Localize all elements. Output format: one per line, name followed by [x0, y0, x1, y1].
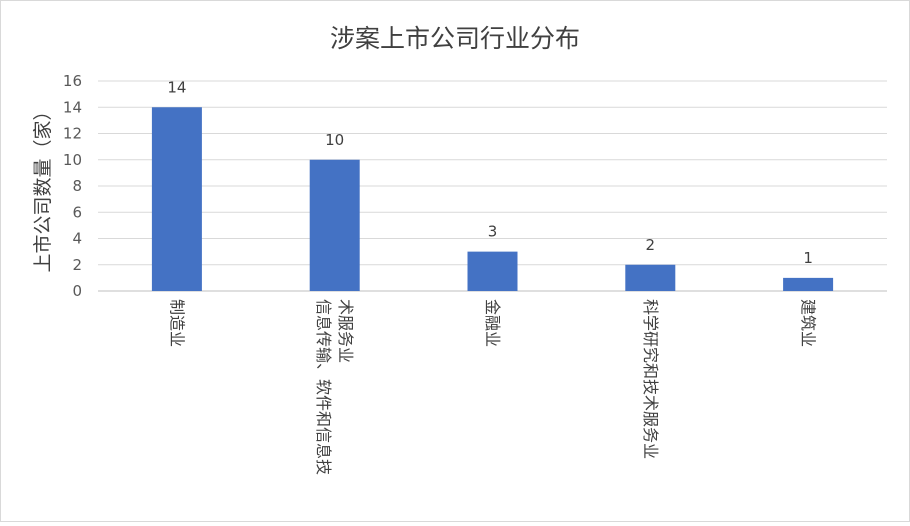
x-tick-label: 金融业 — [483, 299, 502, 347]
x-tick-label: 科学研究和技术服务业 — [641, 299, 660, 459]
y-axis-label: 上市公司数量（家） — [32, 101, 54, 272]
data-label: 2 — [646, 236, 656, 254]
y-tick-label: 4 — [72, 230, 82, 248]
y-tick-label: 8 — [72, 177, 82, 195]
y-tick-label: 0 — [72, 282, 82, 300]
data-label: 10 — [325, 131, 344, 149]
y-tick-label: 2 — [72, 256, 82, 274]
x-tick-label: 术服务业 — [336, 299, 355, 363]
chart-title: 涉案上市公司行业分布 — [330, 24, 580, 53]
bars — [152, 107, 833, 291]
y-tick-label: 16 — [63, 72, 82, 90]
bar — [783, 278, 833, 291]
y-tick-label: 6 — [72, 203, 82, 221]
data-label: 1 — [803, 249, 813, 267]
bar — [310, 160, 360, 291]
data-label: 3 — [488, 223, 498, 241]
x-tick-label: 制造业 — [167, 299, 186, 347]
y-axis-ticks: 0 2 4 6 8 10 12 14 16 — [63, 72, 82, 300]
bar — [152, 107, 202, 291]
y-tick-label: 10 — [63, 151, 82, 169]
bar — [468, 252, 518, 291]
x-tick-label: 信息传输、软件和信息技 — [314, 299, 333, 475]
data-label: 14 — [167, 78, 186, 96]
y-tick-label: 14 — [63, 98, 82, 116]
y-tick-label: 12 — [63, 125, 82, 143]
x-axis-ticks: 制造业 信息传输、软件和信息技 术服务业 金融业 科学研究和技术服务业 建筑业 — [167, 299, 817, 475]
bar — [625, 265, 675, 291]
x-tick-label: 建筑业 — [799, 299, 818, 347]
